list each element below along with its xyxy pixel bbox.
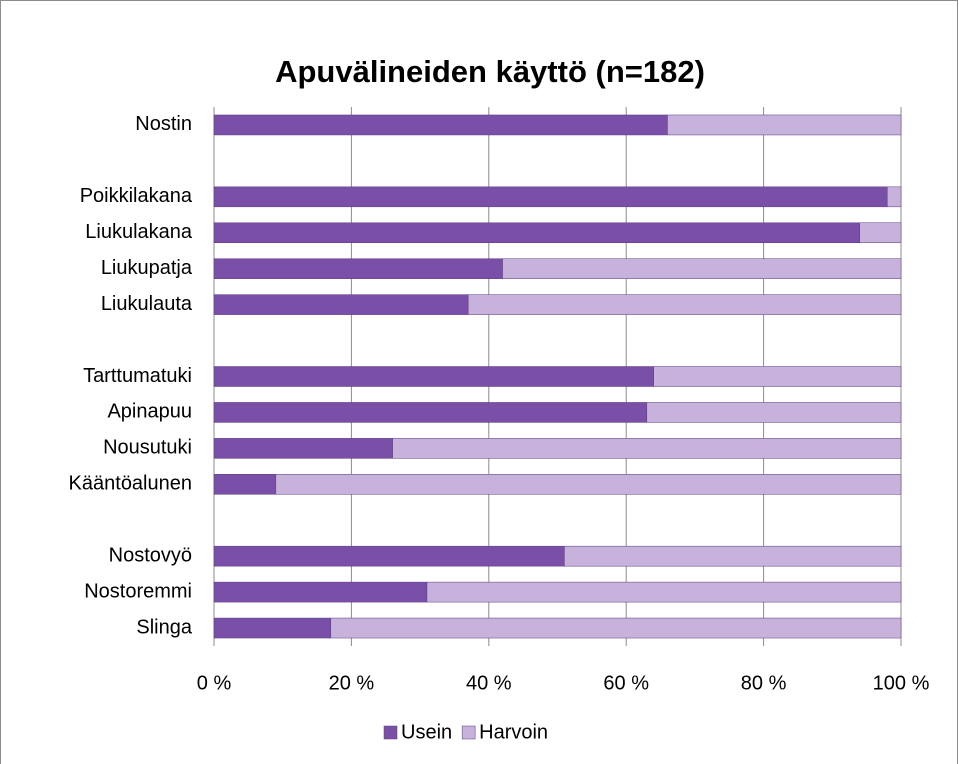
bar-segment [213,402,648,423]
legend-label: Harvoin [479,721,548,743]
bar-segment [213,186,888,208]
bar-segment [330,617,902,639]
y-tick-label: Tarttumatuki [83,365,192,387]
legend-swatch [383,725,398,740]
y-tick-label: Slinga [136,616,192,638]
y-tick-label: Nousutuki [103,437,192,459]
x-tick-label: 100 % [873,672,930,694]
bar-segment [213,617,332,639]
y-tick-label: Nostovyö [109,544,192,566]
bar-segment [213,258,503,279]
legend-label: Usein [401,721,452,743]
bar-segment [859,222,902,244]
bar-segment [213,438,393,459]
bar-segment [502,258,902,279]
y-tick-label: Liukupatja [101,257,193,279]
bar-segment [467,294,902,315]
legend-swatch [461,725,476,740]
x-tick-label: 60 % [603,672,649,694]
y-tick-label: Liukulakana [85,221,193,243]
bar-segment [392,438,902,459]
bar-segment [426,581,902,603]
bar-segment [213,581,428,603]
bar-segment [646,402,902,423]
bar-segment [564,545,902,567]
chart-title: Apuvälineiden käyttö (n=182) [275,54,705,89]
bar-segment [653,366,902,387]
x-tick-label: 80 % [741,672,787,694]
y-tick-label: Liukulauta [101,293,193,315]
bar-segment [213,366,654,387]
bar-segment [213,222,861,244]
y-tick-label: Apinapuu [107,401,192,423]
y-tick-label: Poikkilakana [80,185,193,207]
bar-segment [213,545,565,567]
x-tick-label: 0 % [197,672,232,694]
bar-segment [275,474,902,495]
bar-segment [213,294,469,315]
x-tick-label: 40 % [466,672,512,694]
bar-segment [887,186,902,208]
y-tick-label: Kääntöalunen [69,473,192,495]
bar-segment [213,474,277,495]
y-tick-label: Nostin [135,113,192,135]
y-tick-label: Nostoremmi [84,580,192,602]
x-tick-label: 20 % [329,672,375,694]
bar-segment [213,114,668,136]
bar-segment [667,114,902,136]
